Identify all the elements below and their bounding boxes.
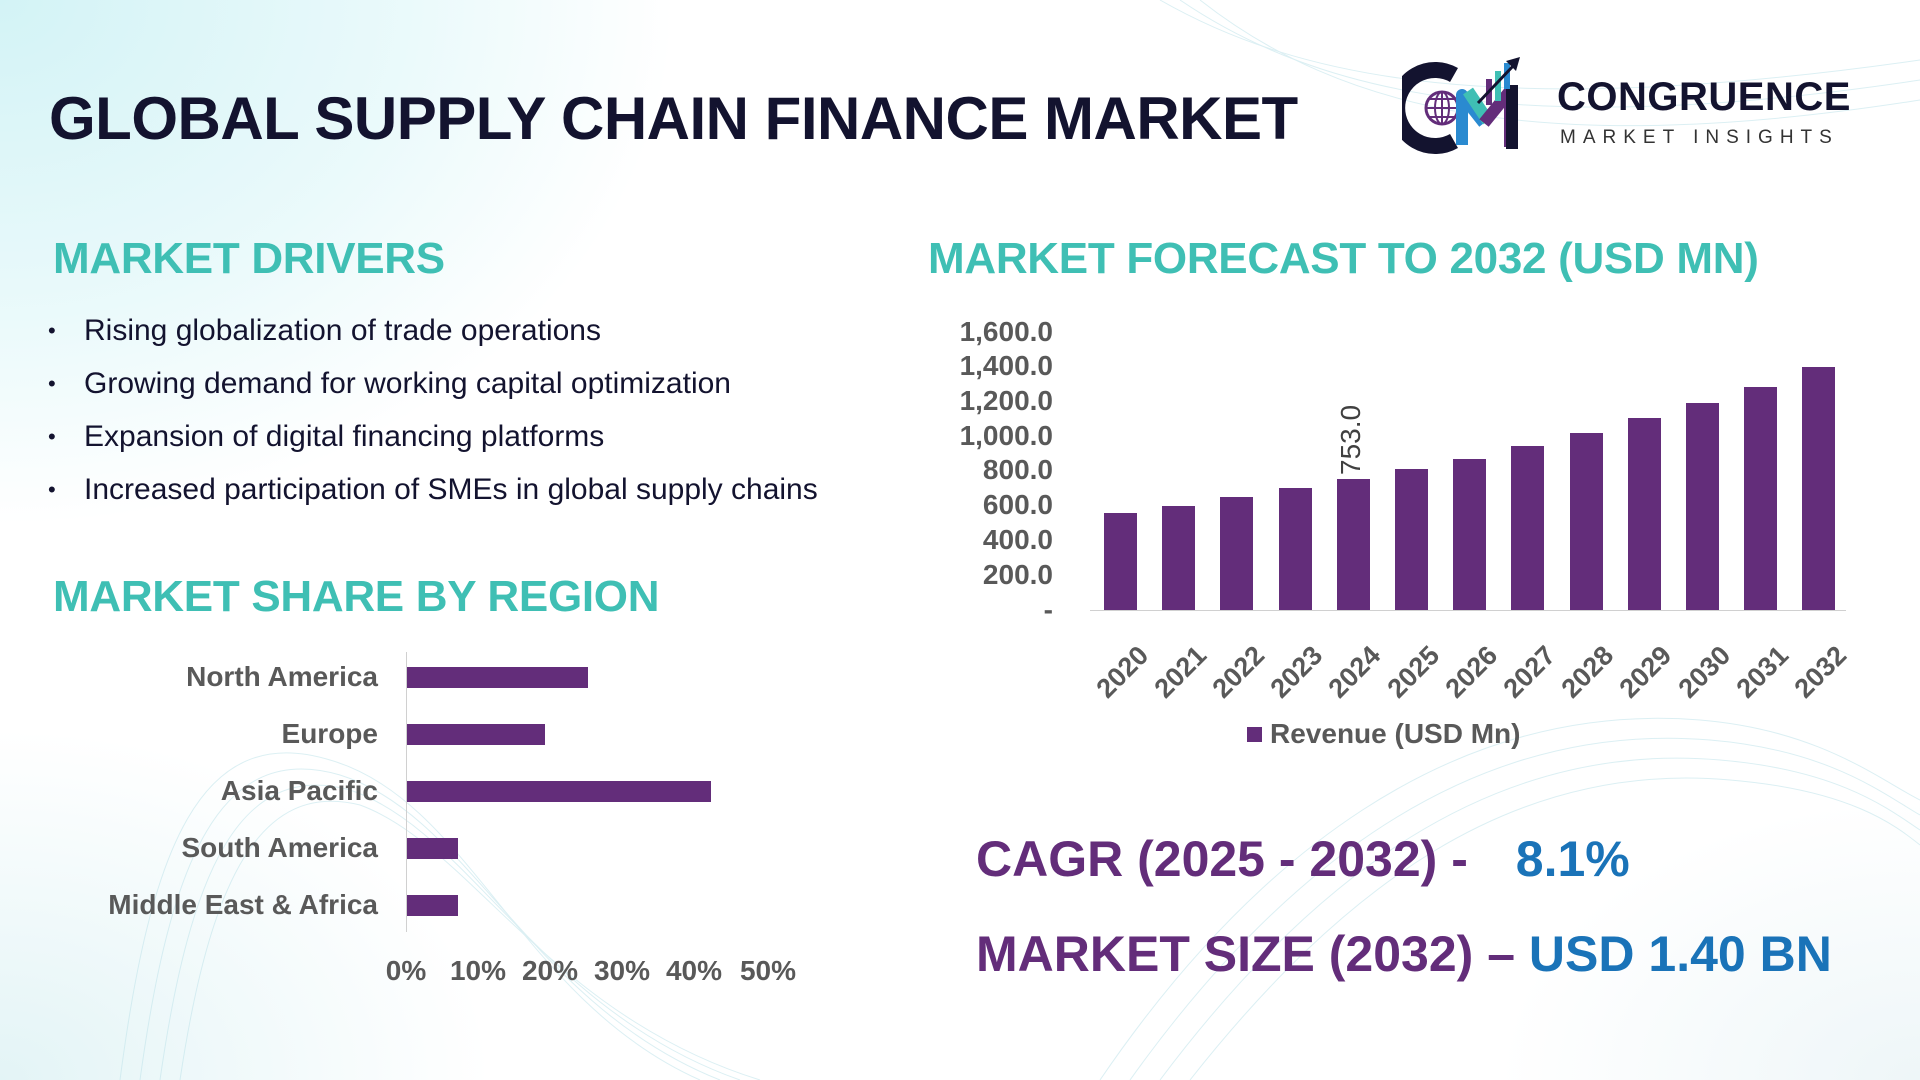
y-tick: 800.0 bbox=[982, 454, 1053, 485]
forecast-bar bbox=[1686, 403, 1719, 610]
forecast-bar bbox=[1569, 433, 1603, 610]
x-tick: 50% bbox=[739, 955, 797, 986]
forecast-bar bbox=[1162, 505, 1196, 610]
legend-swatch-icon bbox=[1247, 726, 1262, 742]
forecast-bar bbox=[1802, 366, 1836, 610]
list-item: • Increased participation of SMEs in glob… bbox=[48, 463, 896, 516]
y-tick: 1,200.0 bbox=[959, 385, 1053, 416]
chart-legend: Revenue (USD Mn) bbox=[1247, 718, 1520, 750]
region-bar bbox=[407, 667, 588, 688]
bullet-icon: • bbox=[48, 371, 56, 396]
brand-logo: CONGRUENCE MARKET INSIGHTS bbox=[1402, 55, 1872, 155]
cagr-stat: CAGR (2025 - 2032) - 8.1% bbox=[976, 830, 1630, 888]
list-item: • Rising globalization of trade operation… bbox=[48, 304, 896, 357]
list-item: • Growing demand for working capital opti… bbox=[48, 357, 896, 410]
cagr-value: 8.1% bbox=[1515, 831, 1630, 887]
y-tick: 400.0 bbox=[982, 524, 1053, 555]
forecast-bar bbox=[1104, 512, 1137, 610]
region-label: South America bbox=[181, 832, 378, 863]
x-tick: 10% bbox=[449, 955, 507, 986]
x-tick: 2027 bbox=[1497, 640, 1562, 704]
forecast-bar bbox=[1278, 487, 1312, 610]
y-tick: 1,400.0 bbox=[959, 350, 1053, 381]
x-tick: 2024 bbox=[1322, 640, 1387, 704]
forecast-bar bbox=[1395, 468, 1428, 610]
region-bar bbox=[407, 724, 545, 745]
y-tick: 600.0 bbox=[982, 489, 1053, 520]
region-axis-line bbox=[406, 652, 407, 932]
x-tick: 2022 bbox=[1206, 640, 1271, 704]
forecast-bar bbox=[1627, 418, 1661, 610]
x-tick: 2028 bbox=[1555, 640, 1620, 704]
x-tick: 2023 bbox=[1264, 640, 1329, 704]
y-tick: 200.0 bbox=[982, 559, 1053, 590]
x-tick: 2020 bbox=[1090, 640, 1154, 704]
region-label: Middle East & Africa bbox=[108, 889, 378, 920]
y-tick: 1,000.0 bbox=[959, 420, 1053, 451]
market-size-label: MARKET SIZE (2032) – bbox=[976, 926, 1516, 982]
y-tick: - bbox=[1043, 594, 1053, 625]
region-label: Asia Pacific bbox=[220, 775, 378, 806]
x-tick: 2030 bbox=[1672, 640, 1736, 704]
forecast-bar bbox=[1744, 386, 1778, 610]
x-tick: 2026 bbox=[1439, 640, 1503, 704]
x-tick: 2029 bbox=[1613, 640, 1678, 704]
x-tick: 20% bbox=[521, 955, 579, 986]
x-tick: 30% bbox=[593, 955, 651, 986]
region-label: Europe bbox=[281, 718, 378, 749]
x-tick: 2021 bbox=[1148, 640, 1212, 704]
forecast-bar bbox=[1336, 479, 1370, 610]
page-title: GLOBAL SUPPLY CHAIN FINANCE MARKET bbox=[49, 85, 1298, 152]
x-tick: 0% bbox=[385, 955, 427, 986]
bullet-icon: • bbox=[48, 318, 56, 343]
market-size-value: USD 1.40 BN bbox=[1528, 926, 1832, 982]
market-share-heading: MARKET SHARE BY REGION bbox=[53, 572, 660, 621]
forecast-bar bbox=[1220, 496, 1254, 610]
region-bar bbox=[407, 838, 458, 859]
region-label: North America bbox=[186, 661, 378, 692]
market-size-stat: MARKET SIZE (2032) – USD 1.40 BN bbox=[976, 925, 1832, 983]
x-tick: 40% bbox=[665, 955, 723, 986]
forecast-bar bbox=[1511, 446, 1545, 610]
x-axis-line bbox=[1090, 610, 1846, 611]
cm-globe-chart-logo-icon bbox=[1402, 57, 1520, 154]
region-bar bbox=[407, 781, 712, 802]
x-tick: 2025 bbox=[1381, 640, 1445, 704]
bullet-icon: • bbox=[48, 477, 56, 502]
bullet-icon: • bbox=[48, 424, 56, 449]
market-drivers-list: • Rising globalization of trade operation… bbox=[48, 304, 896, 516]
x-tick: 2031 bbox=[1730, 640, 1794, 704]
brand-name: CONGRUENCE bbox=[1557, 75, 1851, 119]
brand-subtitle: MARKET INSIGHTS bbox=[1560, 127, 1839, 148]
cagr-label: CAGR (2025 - 2032) - bbox=[976, 831, 1468, 887]
x-tick: 2032 bbox=[1788, 640, 1853, 704]
forecast-heading: MARKET FORECAST TO 2032 (USD MN) bbox=[928, 234, 1759, 283]
data-label: 753.0 bbox=[1335, 405, 1367, 476]
legend-label: Revenue (USD Mn) bbox=[1270, 718, 1521, 749]
list-item: • Expansion of digital financing platform… bbox=[48, 410, 896, 463]
market-drivers-heading: MARKET DRIVERS bbox=[53, 234, 445, 283]
forecast-bar bbox=[1453, 458, 1487, 610]
region-bar bbox=[407, 895, 458, 916]
y-tick: 1,600.0 bbox=[959, 316, 1053, 347]
